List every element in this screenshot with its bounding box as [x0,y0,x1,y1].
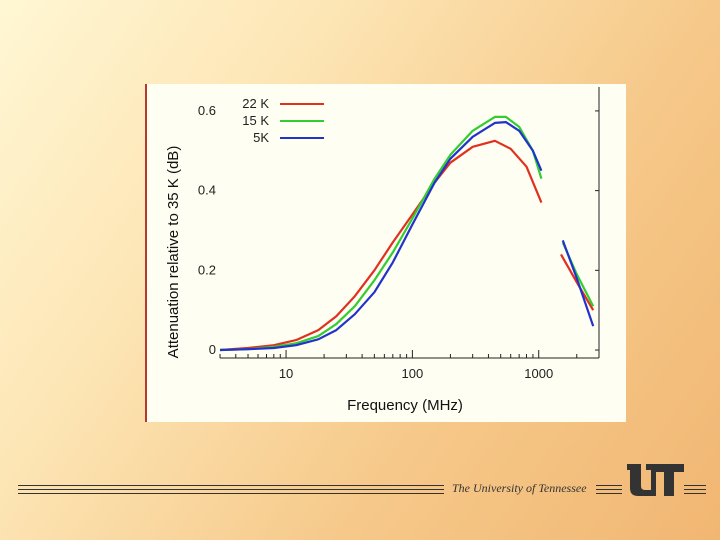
legend-label-1: 15 K [242,113,269,128]
footer-rule-right-3 [684,493,706,494]
y-tick-label-1: 0.2 [198,262,216,277]
axis-ticks: 0 0.2 0.4 0.6 10 100 1000 [198,103,600,381]
university-name: The University of Tennessee [452,481,587,495]
series-line-22k-0 [219,139,543,352]
logo-letter-t [654,464,684,496]
x-tick-label-2: 1000 [524,366,553,381]
series-lines [219,115,595,352]
y-tick-label-3: 0.6 [198,103,216,118]
y-axis-title: Attenuation relative to 35 K (dB) [165,146,182,359]
y-tick-label-2: 0.4 [198,183,216,198]
footer-rule-left-3 [18,493,444,494]
x-tick-label-1: 100 [402,366,424,381]
footer-rule-left-2 [18,489,444,490]
legend-label-0: 22 K [242,96,269,111]
legend-label-2: 5K [253,130,269,145]
chart-figure: Attenuation relative to 35 K (dB) Freque… [145,84,626,422]
plot-frame [220,87,600,359]
ut-logo [627,464,684,496]
logo-letter-u [627,464,658,496]
footer-rule-left-1 [18,485,444,486]
series-line-5k-1 [561,240,595,327]
legend: 22 K 15 K 5K [242,96,324,145]
footer-rule-mid-1 [596,485,622,486]
footer-rule-right-2 [684,489,706,490]
footer-rule-right-1 [684,485,706,486]
x-axis-title: Frequency (MHz) [347,397,463,414]
series-line-22k-1 [560,253,595,311]
x-tick-label-0: 10 [279,366,293,381]
y-tick-label-0: 0 [209,342,216,357]
series-line-5k-0 [219,121,543,352]
series-line-15k-0 [219,115,543,352]
ut-logo-shapes [627,464,684,496]
footer-rule-mid-2 [596,489,622,490]
footer-rule-mid-3 [596,493,622,494]
chart-svg: Attenuation relative to 35 K (dB) Freque… [165,87,600,414]
